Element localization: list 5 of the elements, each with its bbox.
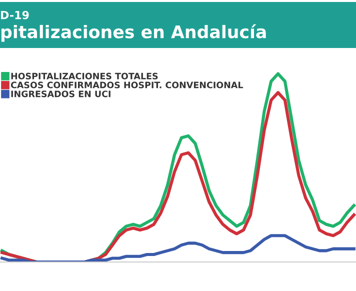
legend-label: CASOS CONFIRMADOS HOSPIT. CONVENCIONAL (10, 82, 244, 88)
legend-label: INGRESADOS EN UCI (11, 90, 110, 98)
chart-subtitle: D-19 (1, 10, 29, 20)
legend-label: HOSPITALIZACIONES TOTALES (11, 72, 158, 80)
chart-title: pitalizaciones en Andalucía (1, 24, 266, 42)
